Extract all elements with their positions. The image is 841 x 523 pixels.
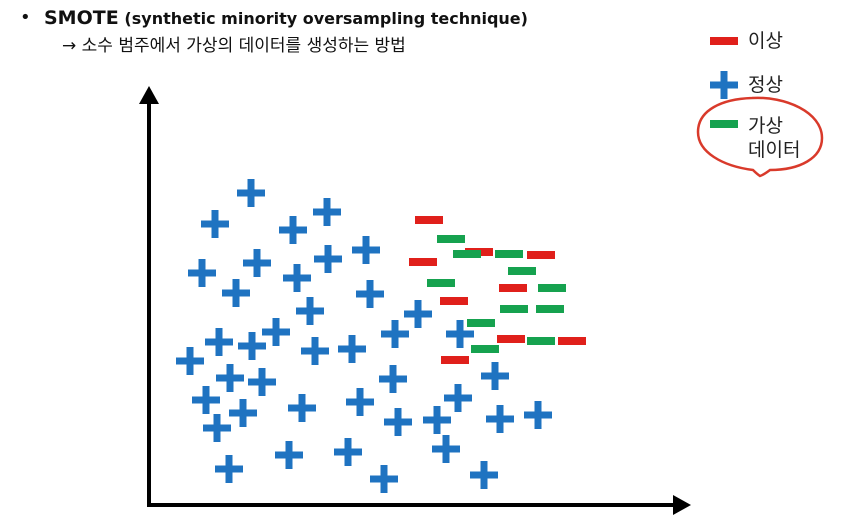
normal-point xyxy=(334,438,362,466)
synthetic-point xyxy=(471,345,499,353)
normal-point xyxy=(203,414,231,442)
axes xyxy=(139,86,691,515)
normal-point xyxy=(248,368,276,396)
normal-point xyxy=(432,435,460,463)
normal-point xyxy=(288,394,316,422)
normal-point xyxy=(296,297,324,325)
title-keyword: SMOTE xyxy=(44,7,119,29)
slide-title: SMOTE (synthetic minority oversampling t… xyxy=(44,6,528,31)
normal-point xyxy=(384,408,412,436)
legend-label-synthetic: 가상 데이터 xyxy=(748,115,801,161)
normal-point xyxy=(314,245,342,273)
normal-point xyxy=(238,332,266,360)
normal-point xyxy=(313,198,341,226)
normal-point xyxy=(243,249,271,277)
synthetic-point xyxy=(538,284,566,292)
synthetic-point xyxy=(500,305,528,313)
y-axis-arrowhead xyxy=(139,86,159,104)
normal-point xyxy=(481,362,509,390)
normal-point xyxy=(486,405,514,433)
legend-marker-synthetic xyxy=(710,120,738,128)
bullet-point: • xyxy=(20,7,31,28)
normal-point xyxy=(176,347,204,375)
normal-point xyxy=(275,441,303,469)
normal-point xyxy=(279,216,307,244)
normal-point xyxy=(346,388,374,416)
anomaly-point xyxy=(558,337,586,345)
anomaly-point xyxy=(409,258,437,266)
synthetic-point xyxy=(453,250,481,258)
normal-point xyxy=(205,328,233,356)
synthetic-point xyxy=(437,235,465,243)
x-axis-arrowhead xyxy=(673,495,691,515)
anomaly-point xyxy=(415,216,443,224)
normal-point xyxy=(446,320,474,348)
synthetic-point xyxy=(467,319,495,327)
normal-point xyxy=(338,335,366,363)
legend-marker-normal xyxy=(710,71,738,99)
synthetic-point xyxy=(527,337,555,345)
anomaly-point xyxy=(527,251,555,259)
normal-point xyxy=(201,210,229,238)
legend-label-normal: 정상 xyxy=(748,74,783,96)
slide-subtitle: → 소수 범주에서 가상의 데이터를 생성하는 방법 xyxy=(62,36,406,56)
normal-point xyxy=(404,300,432,328)
normal-point xyxy=(370,465,398,493)
normal-point xyxy=(229,399,257,427)
normal-point xyxy=(423,406,451,434)
normal-point xyxy=(192,386,220,414)
normal-point xyxy=(262,318,290,346)
legend-highlight-circle xyxy=(696,96,824,178)
title-expansion: (synthetic minority oversampling techniq… xyxy=(124,9,528,28)
normal-point xyxy=(470,461,498,489)
normal-point xyxy=(356,280,384,308)
data-marks xyxy=(176,179,586,493)
normal-point xyxy=(301,337,329,365)
normal-point xyxy=(237,179,265,207)
normal-point xyxy=(352,236,380,264)
normal-point xyxy=(283,264,311,292)
synthetic-point xyxy=(427,279,455,287)
legend-label-anomaly: 이상 xyxy=(748,30,783,52)
header: • SMOTE (synthetic minority oversampling… xyxy=(0,0,841,70)
anomaly-point xyxy=(441,356,469,364)
normal-point xyxy=(216,364,244,392)
normal-point xyxy=(188,259,216,287)
normal-point xyxy=(222,279,250,307)
legend-marker-anomaly xyxy=(710,37,738,45)
normal-point xyxy=(381,320,409,348)
synthetic-point xyxy=(536,305,564,313)
anomaly-point xyxy=(499,284,527,292)
legend-markers xyxy=(710,37,738,128)
anomaly-point xyxy=(497,335,525,343)
normal-point xyxy=(215,455,243,483)
normal-point xyxy=(444,384,472,412)
synthetic-point xyxy=(495,250,523,258)
normal-point xyxy=(379,365,407,393)
normal-point xyxy=(524,401,552,429)
anomaly-point xyxy=(440,297,468,305)
synthetic-point xyxy=(508,267,536,275)
